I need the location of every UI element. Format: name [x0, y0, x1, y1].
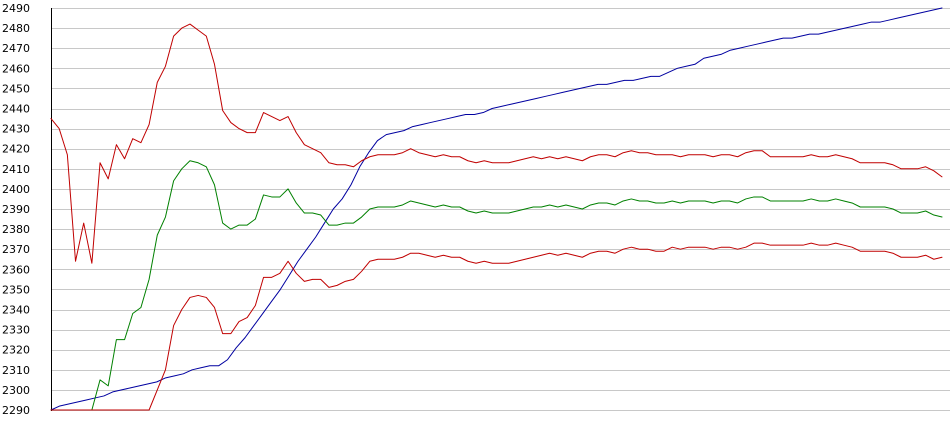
y-tick-label: 2290 [2, 404, 30, 417]
y-tick-label: 2420 [2, 143, 30, 156]
series-line-1 [50, 7, 943, 411]
y-tick-label: 2360 [2, 263, 30, 276]
y-tick-label: 2390 [2, 203, 30, 216]
y-tick-label: 2430 [2, 123, 30, 136]
y-tick-label: 2460 [2, 62, 30, 75]
y-tick-label: 2320 [2, 344, 30, 357]
series-line-3 [50, 160, 943, 411]
y-tick-label: 2330 [2, 324, 30, 337]
y-tick-label: 2300 [2, 384, 30, 397]
y-axis-labels: 2290 2300 2310 2320 2330 2340 2350 2360 2370 2380… [2, 2, 30, 417]
y-tick-label: 2410 [2, 163, 30, 176]
y-tick-label: 2340 [2, 304, 30, 317]
y-tick-label: 2440 [2, 103, 30, 116]
y-tick-label: 2380 [2, 223, 30, 236]
series-line-2 [50, 23, 943, 264]
y-tick-label: 2310 [2, 364, 30, 377]
y-tick-label: 2480 [2, 22, 30, 35]
y-tick-label: 2450 [2, 82, 30, 95]
series-layer [50, 7, 943, 411]
y-tick-label: 2470 [2, 42, 30, 55]
series-line-4 [50, 242, 943, 411]
y-tick-label: 2400 [2, 183, 30, 196]
y-tick-label: 2370 [2, 243, 30, 256]
grid-layer [51, 8, 950, 411]
y-tick-label: 2350 [2, 283, 30, 296]
y-tick-label: 2490 [2, 2, 30, 15]
